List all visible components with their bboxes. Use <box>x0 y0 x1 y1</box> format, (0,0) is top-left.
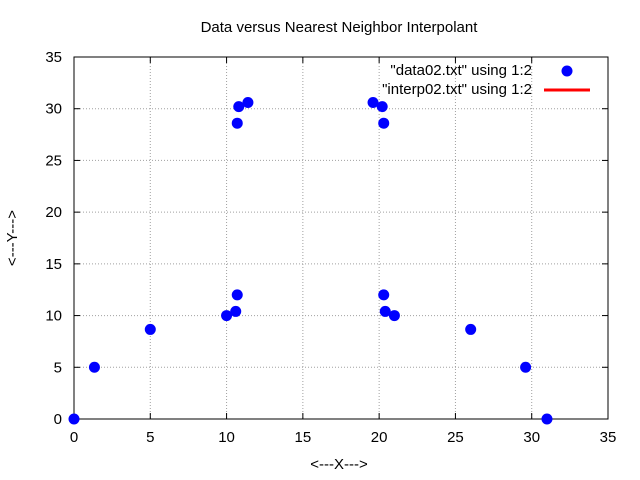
data-point <box>378 117 390 129</box>
x-tick-label: 25 <box>447 429 464 446</box>
data-point <box>242 97 254 109</box>
y-tick-label: 25 <box>45 152 62 169</box>
data-point <box>230 305 242 317</box>
data-point <box>541 413 553 425</box>
axis-ticks: 0 5 10 15 20 25 30 35 0 5 10 15 20 25 30 35 <box>45 49 616 446</box>
data-point <box>465 323 477 335</box>
data-point <box>378 289 390 301</box>
y-tick-label: 15 <box>45 256 62 273</box>
legend-label-data: "data02.txt" using 1:2 <box>390 62 532 79</box>
y-tick-label: 35 <box>45 49 62 66</box>
x-tick-label: 0 <box>70 429 78 446</box>
legend-label-interp: "interp02.txt" using 1:2 <box>382 81 532 98</box>
legend: "data02.txt" using 1:2 "interp02.txt" us… <box>382 62 590 98</box>
grid <box>74 57 608 419</box>
data-series <box>68 97 553 425</box>
data-point <box>367 97 379 109</box>
x-tick-label: 30 <box>523 429 540 446</box>
data-point <box>376 101 388 113</box>
y-tick-label: 0 <box>54 411 62 428</box>
data-point <box>231 289 243 301</box>
legend-marker-data <box>561 65 573 77</box>
data-point <box>221 310 233 322</box>
data-point <box>231 117 243 129</box>
data-point <box>379 305 391 317</box>
data-point <box>88 361 100 373</box>
x-tick-label: 5 <box>146 429 154 446</box>
x-tick-label: 20 <box>371 429 388 446</box>
x-tick-label: 10 <box>218 429 235 446</box>
y-tick-label: 30 <box>45 101 62 118</box>
data-point <box>144 323 156 335</box>
y-axis-label: <---Y---> <box>4 210 21 266</box>
chart-title: Data versus Nearest Neighbor Interpolant <box>201 19 479 36</box>
x-tick-label: 15 <box>295 429 312 446</box>
y-tick-label: 10 <box>45 308 62 325</box>
y-tick-label: 20 <box>45 204 62 221</box>
data-point <box>388 310 400 322</box>
data-point <box>520 361 532 373</box>
data-point <box>68 413 80 425</box>
x-tick-label: 35 <box>600 429 617 446</box>
data-point <box>233 101 245 113</box>
y-tick-label: 5 <box>54 359 62 376</box>
plot-frame <box>73 56 609 420</box>
x-axis-label: <---X---> <box>310 456 368 473</box>
